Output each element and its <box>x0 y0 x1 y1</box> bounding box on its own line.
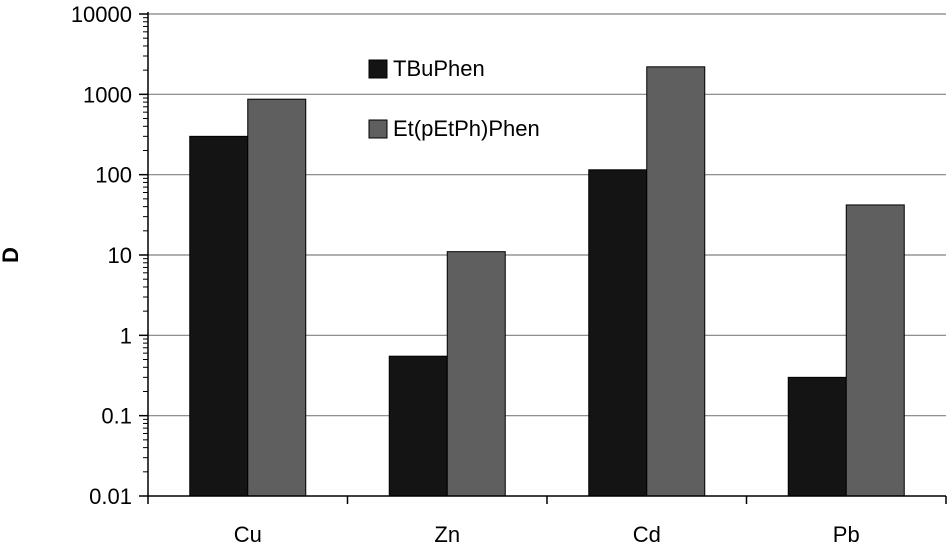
legend-swatch-1 <box>368 59 388 79</box>
legend-label-1: TBuPhen <box>393 56 485 81</box>
bar-cd-series-1 <box>588 169 648 497</box>
legend-label-2: Et(pEtPh)Phen <box>393 116 540 141</box>
x-tick-label: Cd <box>633 522 661 547</box>
y-tick-label: 10000 <box>71 2 132 27</box>
x-tick-label: Pb <box>833 522 860 547</box>
legend-swatch-2 <box>368 119 388 139</box>
x-tick-label: Cu <box>234 522 262 547</box>
bar-pb-series-2 <box>845 204 905 497</box>
y-tick-label: 1000 <box>83 82 132 107</box>
bar-pb-series-1 <box>787 376 847 497</box>
bar-cu-series-2 <box>247 98 307 497</box>
x-tick-label: Zn <box>434 522 460 547</box>
bar-zn-series-1 <box>388 355 448 497</box>
bar-cd-series-2 <box>646 66 706 497</box>
y-tick-label: 100 <box>95 163 132 188</box>
bar-cu-series-1 <box>189 135 249 497</box>
y-axis-title: D <box>0 247 23 263</box>
bars <box>189 66 905 497</box>
y-tick-label: 0.1 <box>101 404 132 429</box>
legend: TBuPhen Et(pEtPh)Phen <box>368 56 540 141</box>
x-tick-labels: Cu Zn Cd Pb <box>234 522 860 547</box>
y-tick-label: 0.01 <box>89 484 132 509</box>
axes <box>139 12 947 504</box>
bar-zn-series-2 <box>446 251 506 497</box>
y-tick-label: 10 <box>108 243 132 268</box>
y-tick-label: 1 <box>120 323 132 348</box>
y-tick-labels: 0.01 0.1 1 10 100 1000 10000 <box>71 2 132 509</box>
